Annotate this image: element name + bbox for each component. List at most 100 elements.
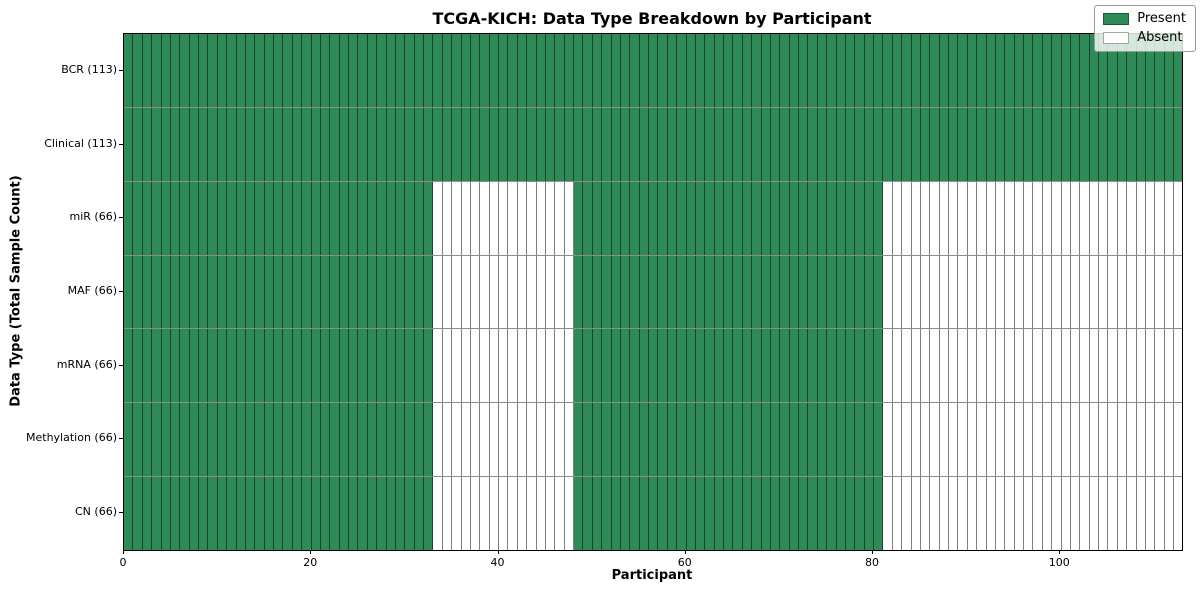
heatmap-cell: [499, 329, 509, 403]
heatmap-cell: [264, 34, 274, 107]
heatmap-cell: [939, 329, 949, 403]
heatmap-cell: [1052, 34, 1062, 107]
heatmap-cell: [789, 477, 799, 551]
heatmap-cell: [761, 477, 771, 551]
heatmap-cell: [845, 255, 856, 329]
heatmap-cell: [724, 181, 734, 255]
heatmap-cell: [264, 107, 274, 181]
heatmap-cell: [630, 329, 640, 403]
heatmap-cell: [592, 107, 603, 181]
heatmap-cell: [1042, 329, 1053, 403]
heatmap-cell: [883, 255, 893, 329]
heatmap-cell: [480, 477, 490, 551]
heatmap-cell: [405, 181, 415, 255]
heatmap-cell: [892, 255, 903, 329]
heatmap-cell: [649, 329, 659, 403]
heatmap-cell: [1024, 403, 1034, 477]
heatmap-cell: [377, 107, 387, 181]
heatmap-cell: [386, 329, 396, 403]
heatmap-cell: [545, 107, 556, 181]
heatmap-cell: [292, 477, 303, 551]
heatmap-cell: [677, 329, 687, 403]
heatmap-cell: [986, 107, 996, 181]
heatmap-cell: [452, 107, 462, 181]
heatmap-cell: [930, 255, 940, 329]
heatmap-cell: [311, 34, 321, 107]
heatmap-cell: [770, 34, 781, 107]
heatmap-cell: [1089, 255, 1099, 329]
heatmap-cell: [311, 107, 321, 181]
heatmap-cell: [1145, 181, 1156, 255]
y-tick-label: CN (66): [75, 505, 117, 519]
heatmap-cell: [377, 34, 387, 107]
heatmap-cell: [1136, 34, 1146, 107]
heatmap-cell: [245, 329, 256, 403]
heatmap-cell: [902, 329, 912, 403]
heatmap-cell: [349, 329, 359, 403]
heatmap-cell: [592, 403, 603, 477]
heatmap-cell: [855, 477, 865, 551]
heatmap-cell: [358, 34, 368, 107]
heatmap-cell: [724, 255, 734, 329]
heatmap-cell: [1117, 329, 1128, 403]
heatmap-cell: [349, 255, 359, 329]
heatmap-cell: [414, 255, 424, 329]
heatmap-cell: [845, 477, 856, 551]
heatmap-cell: [1117, 403, 1128, 477]
heatmap-cell: [1052, 403, 1062, 477]
heatmap-cell: [845, 329, 856, 403]
legend: Present Absent: [1094, 5, 1196, 52]
heatmap-cell: [817, 477, 828, 551]
heatmap-cell: [395, 329, 406, 403]
heatmap-cell: [283, 477, 293, 551]
heatmap-cell: [517, 34, 528, 107]
heatmap-cell: [330, 34, 340, 107]
heatmap-cell: [499, 181, 509, 255]
heatmap-cell: [142, 181, 153, 255]
heatmap-cell: [517, 181, 528, 255]
heatmap-cell: [714, 107, 724, 181]
heatmap-cell: [161, 34, 171, 107]
heatmap-cell: [939, 403, 949, 477]
heatmap-cell: [367, 403, 378, 477]
heatmap-cell: [752, 181, 762, 255]
heatmap-cell: [602, 477, 612, 551]
heatmap-cell: [977, 34, 987, 107]
heatmap-cell: [1099, 255, 1109, 329]
heatmap-cell: [320, 107, 331, 181]
heatmap-cell: [330, 329, 340, 403]
heatmap-cell: [686, 329, 696, 403]
heatmap-cell: [1052, 107, 1062, 181]
heatmap-cell: [986, 403, 996, 477]
heatmap-cell: [555, 34, 565, 107]
heatmap-cell: [395, 107, 406, 181]
heatmap-cell: [161, 329, 171, 403]
heatmap-cell: [264, 181, 274, 255]
heatmap-cell: [574, 34, 584, 107]
heatmap-cell: [302, 181, 312, 255]
heatmap-cell: [892, 329, 903, 403]
heatmap-cell: [695, 329, 706, 403]
heatmap-cell: [545, 403, 556, 477]
heatmap-cell: [358, 477, 368, 551]
heatmap-cell: [949, 403, 959, 477]
heatmap-cell: [283, 34, 293, 107]
heatmap-cell: [1014, 181, 1024, 255]
heatmap-cell: [892, 477, 903, 551]
heatmap-cell: [986, 329, 996, 403]
heatmap-cell: [892, 181, 903, 255]
heatmap-cell: [180, 181, 190, 255]
heatmap-cell: [742, 255, 753, 329]
heatmap-cell: [480, 403, 490, 477]
absent-swatch-icon: [1103, 32, 1130, 44]
heatmap-cell: [649, 107, 659, 181]
heatmap-cell: [199, 403, 209, 477]
heatmap-cell: [1174, 34, 1183, 107]
plot-area: [123, 33, 1183, 551]
heatmap-cell: [470, 181, 481, 255]
heatmap-cell: [480, 34, 490, 107]
heatmap-cell: [461, 403, 471, 477]
heatmap-cell: [377, 403, 387, 477]
heatmap-cell: [320, 255, 331, 329]
heatmap-cell: [1174, 477, 1183, 551]
